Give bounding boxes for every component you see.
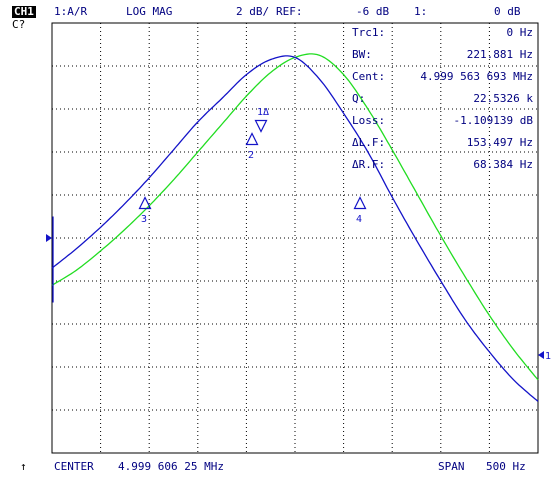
center-label: CENTER xyxy=(54,460,94,473)
marker-4-label: 4 xyxy=(356,214,362,225)
measurement-label[interactable]: 1:A/R xyxy=(54,5,88,18)
marker-2-icon[interactable] xyxy=(245,132,259,146)
marker-1-label: 1Δ xyxy=(257,107,269,118)
marker-table-value: 22.5326 k xyxy=(473,92,533,105)
scale-label[interactable]: 2 dB/ xyxy=(236,5,270,18)
ref-label: REF: xyxy=(276,5,303,18)
trace-end-marker-icon xyxy=(538,351,544,359)
marker-table-label: ΔL.F: xyxy=(352,136,386,149)
marker-table-label: ΔR.F: xyxy=(352,158,386,171)
plot-grid xyxy=(52,23,538,453)
ref-value[interactable]: -6 dB xyxy=(356,5,390,18)
marker-table-value: 4.999 563 693 MHz xyxy=(420,70,533,83)
ref-level-arrow-icon xyxy=(46,234,52,242)
center-value[interactable]: 4.999 606 25 MHz xyxy=(118,460,224,473)
marker-2-label: 2 xyxy=(248,150,254,161)
channel-sub-label: C? xyxy=(12,18,26,31)
marker-table-value: 153.497 Hz xyxy=(466,136,533,149)
format-label[interactable]: LOG MAG xyxy=(126,5,173,18)
marker-table-label: Trc1: xyxy=(352,26,386,39)
marker-table-label: Cent: xyxy=(352,70,386,83)
marker-table-label: Q: xyxy=(352,92,366,105)
span-label: SPAN xyxy=(438,460,465,473)
marker-value: 0 dB xyxy=(494,5,521,18)
marker-4-icon[interactable] xyxy=(353,196,367,210)
marker-table-value: -1.109139 dB xyxy=(453,114,533,127)
trace-1-line xyxy=(51,55,539,402)
marker-3-icon[interactable] xyxy=(138,196,152,210)
trace-end-marker-label: 1 xyxy=(545,351,551,362)
up-arrow-icon: ↑ xyxy=(20,460,27,473)
marker-1-icon[interactable] xyxy=(254,119,268,133)
marker-table-value: 221.881 Hz xyxy=(466,48,533,61)
span-value[interactable]: 500 Hz xyxy=(486,460,526,473)
channel-badge[interactable]: CH1 xyxy=(12,5,36,18)
marker-table-label: Loss: xyxy=(352,114,386,127)
marker-table-value: 68.384 Hz xyxy=(473,158,533,171)
marker-table-label: BW: xyxy=(352,48,372,61)
marker-3-label: 3 xyxy=(141,214,147,225)
marker-label: 1: xyxy=(414,5,428,18)
marker-table-value: 0 Hz xyxy=(506,26,534,39)
